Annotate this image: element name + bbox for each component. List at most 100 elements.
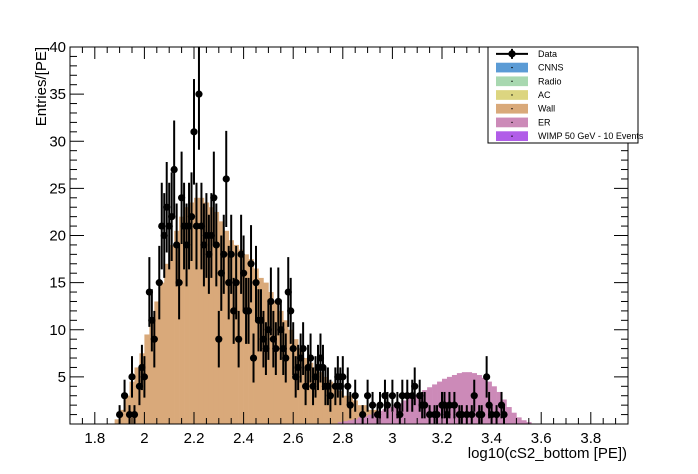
wall-bar <box>114 419 120 424</box>
y-tick-label: 25 <box>49 180 66 197</box>
legend-data-marker <box>508 50 516 58</box>
data-point <box>249 354 258 362</box>
axes: 1.8 2 2.2 2.4 2.6 2.8 3 3.2 3.4 3.6 3.8 5 10 15 20 25 30… <box>49 39 629 447</box>
data-point <box>289 345 297 353</box>
data-point <box>492 410 501 419</box>
data-point <box>235 335 243 343</box>
y-tick-label: 15 <box>49 275 66 292</box>
data-point <box>421 401 429 409</box>
data-point <box>192 222 201 230</box>
data-point <box>306 354 315 362</box>
data-point <box>222 175 230 183</box>
data-point <box>220 250 228 258</box>
data-point <box>368 401 377 409</box>
data-point <box>175 279 183 287</box>
data-point <box>463 410 471 419</box>
wall-bar <box>308 362 314 424</box>
er-bar <box>407 397 413 424</box>
wall-bar <box>159 282 165 424</box>
data-point <box>351 392 359 400</box>
y-tick-label: 5 <box>58 369 66 386</box>
data-point <box>376 401 384 409</box>
er-bar <box>392 405 398 424</box>
data-point <box>445 401 454 409</box>
data-point <box>116 410 124 419</box>
x-axis-title: log10(cS2_bottom [PE]) <box>468 445 627 462</box>
wall-bar <box>342 395 349 424</box>
er-bar <box>496 391 502 424</box>
data-point <box>195 90 203 98</box>
legend-label: Radio <box>538 76 562 86</box>
data-points <box>116 47 508 424</box>
er-bar <box>456 373 463 424</box>
data-point <box>120 392 129 400</box>
legend-label: Wall <box>538 104 555 114</box>
y-tick-label: 10 <box>49 322 66 339</box>
er-bar <box>432 384 438 424</box>
data-point <box>128 373 136 381</box>
data-point <box>478 410 486 419</box>
wall-bar <box>198 197 205 424</box>
wall-bar <box>134 367 140 424</box>
data-point <box>287 307 295 315</box>
legend-label: Data <box>538 49 557 59</box>
x-tick-label: 2.8 <box>332 430 353 447</box>
er-bar <box>461 372 468 424</box>
data-point <box>272 345 280 353</box>
data-point <box>468 410 476 419</box>
x-tick-label: 1.8 <box>84 430 105 447</box>
x-tick-label: 3 <box>388 430 396 447</box>
data-point <box>155 279 163 287</box>
data-point <box>339 373 347 381</box>
wall-bar <box>337 391 344 424</box>
er-bar <box>506 407 512 424</box>
wall-bar <box>352 400 358 424</box>
data-point <box>344 382 352 390</box>
legend-swatch-dot <box>511 108 513 110</box>
legend-label: WIMP 50 GeV - 10 Events <box>538 131 644 141</box>
er-bar <box>511 412 517 424</box>
wall-bar <box>169 244 175 424</box>
legend-label: AC <box>538 90 551 100</box>
x-tick-label: 3.8 <box>580 430 601 447</box>
x-tick-label: 3.4 <box>481 430 502 447</box>
data-point <box>227 250 235 258</box>
er-bar <box>516 417 522 424</box>
wall-bar <box>174 230 180 424</box>
data-point <box>299 345 307 353</box>
er-bar <box>342 421 349 424</box>
y-tick-label: 35 <box>49 86 66 103</box>
data-point <box>210 194 218 202</box>
er-bar <box>412 395 418 424</box>
data-point <box>346 401 354 409</box>
data-point <box>170 165 178 174</box>
data-point <box>215 335 223 343</box>
data-point <box>240 269 248 277</box>
er-bar <box>491 386 497 424</box>
data-point <box>187 213 196 221</box>
wall-bar <box>203 202 210 424</box>
data-point <box>150 335 158 343</box>
legend-label: ER <box>538 117 551 127</box>
wall-bar <box>194 197 200 424</box>
data-point <box>470 392 478 400</box>
data-point <box>450 401 458 409</box>
y-axis-title: Entries/[PE] <box>33 47 50 126</box>
data-point <box>267 297 275 306</box>
wall-bar <box>124 395 130 424</box>
data-point <box>403 392 411 400</box>
data-point <box>396 410 404 419</box>
er-bar <box>357 417 363 424</box>
data-point <box>125 410 134 419</box>
wall-bar <box>288 329 294 424</box>
wall-bar <box>228 240 234 424</box>
data-point <box>232 279 240 287</box>
legend-label: CNNS <box>538 63 564 73</box>
x-tick-label: 3.2 <box>432 430 453 447</box>
wall-bar <box>129 381 135 424</box>
data-point <box>411 382 419 390</box>
legend-swatch-dot <box>511 121 513 124</box>
wall-bar <box>268 292 274 424</box>
wall-bar <box>149 320 155 424</box>
